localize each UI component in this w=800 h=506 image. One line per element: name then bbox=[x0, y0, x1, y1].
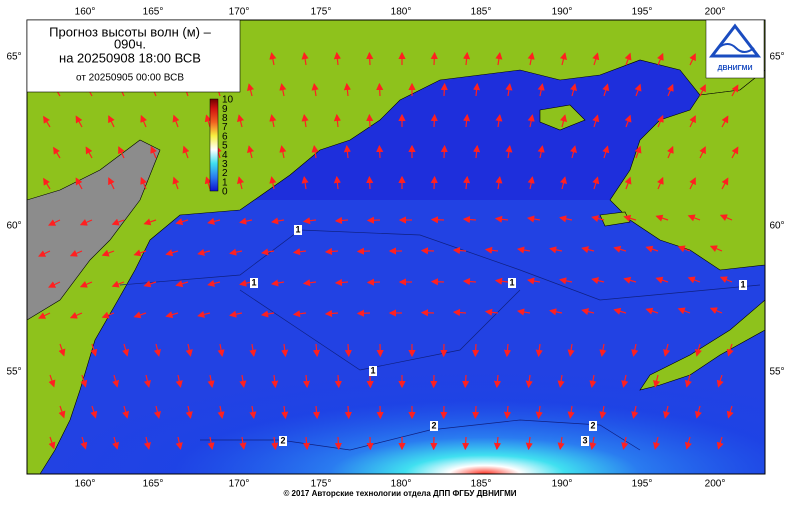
arrow bbox=[465, 375, 466, 387]
arrow bbox=[369, 177, 370, 189]
issue-time: от 20250905 00:00 ВСВ bbox=[76, 73, 184, 84]
contour-label: 1 bbox=[251, 277, 256, 287]
arrow bbox=[434, 115, 435, 127]
lon-label: 170° bbox=[229, 479, 250, 490]
lon-label: 180° bbox=[391, 479, 412, 490]
lon-label: 165° bbox=[143, 479, 164, 490]
lon-label: 200° bbox=[705, 479, 726, 490]
arrow bbox=[465, 437, 466, 449]
footer: © 2017 Авторские технологии отдела ДПП Ф… bbox=[283, 489, 516, 498]
arrow bbox=[444, 84, 445, 96]
colorbar bbox=[210, 99, 218, 191]
lon-label: 185° bbox=[471, 7, 492, 18]
lat-label: 65° bbox=[6, 52, 21, 63]
contour-label: 2 bbox=[431, 420, 436, 430]
contour-label: 1 bbox=[740, 279, 745, 289]
lon-label: 200° bbox=[705, 7, 726, 18]
contour-label: 1 bbox=[295, 224, 300, 234]
lat-label: 55° bbox=[769, 367, 784, 378]
lat-label: 60° bbox=[769, 221, 784, 232]
lon-label: 195° bbox=[632, 7, 653, 18]
lon-label: 185° bbox=[471, 479, 492, 490]
lon-label: 165° bbox=[143, 7, 164, 18]
wave-field bbox=[27, 300, 765, 474]
lon-label: 175° bbox=[311, 7, 332, 18]
lon-label: 170° bbox=[229, 7, 250, 18]
lon-label: 160° bbox=[75, 7, 96, 18]
arrow bbox=[434, 53, 435, 65]
arrow bbox=[379, 146, 380, 158]
colorbar-label: 0 bbox=[222, 187, 228, 198]
arrow bbox=[338, 437, 339, 449]
lon-label: 180° bbox=[391, 7, 412, 18]
lon-label: 190° bbox=[552, 479, 573, 490]
arrow bbox=[475, 406, 476, 418]
lat-label: 60° bbox=[6, 221, 21, 232]
contour-label: 3 bbox=[582, 435, 587, 445]
lon-label: 160° bbox=[75, 479, 96, 490]
arrow bbox=[369, 115, 370, 127]
lat-label: 65° bbox=[769, 52, 784, 63]
contour-label: 2 bbox=[280, 435, 285, 445]
lat-label: 55° bbox=[6, 367, 21, 378]
lon-label: 190° bbox=[552, 7, 573, 18]
arrow bbox=[475, 344, 476, 356]
lon-label: 195° bbox=[632, 479, 653, 490]
title-hours: 090ч. bbox=[114, 36, 146, 51]
contour-label: 2 bbox=[590, 420, 595, 430]
lon-label: 175° bbox=[311, 479, 332, 490]
arrow bbox=[379, 84, 380, 96]
arrow bbox=[369, 53, 370, 65]
arrow bbox=[348, 344, 349, 356]
arrow bbox=[444, 146, 445, 158]
arrow bbox=[348, 406, 349, 418]
arrow bbox=[434, 177, 435, 189]
contour-label: 1 bbox=[509, 277, 514, 287]
arrow bbox=[338, 375, 339, 387]
valid-time: на 20250908 18:00 ВСВ bbox=[59, 50, 201, 65]
contour-label: 1 bbox=[370, 365, 375, 375]
logo-text: ДВНИГМИ bbox=[718, 65, 753, 72]
